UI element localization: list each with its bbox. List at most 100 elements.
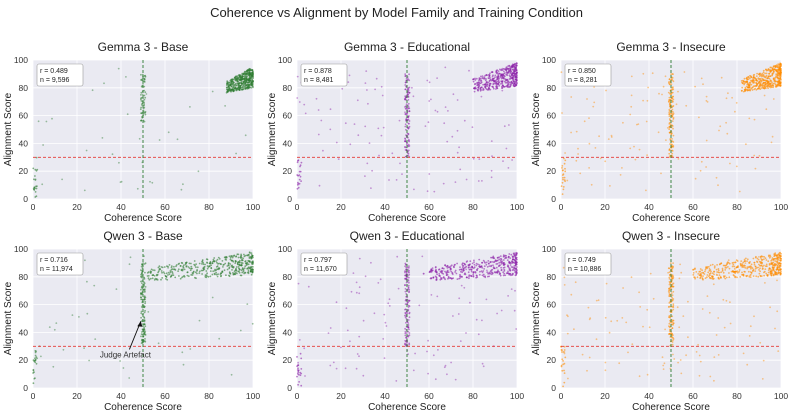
scatter-point bbox=[759, 270, 761, 273]
scatter-point bbox=[513, 65, 516, 68]
scatter-point bbox=[560, 185, 563, 188]
scatter-point bbox=[719, 125, 722, 128]
scatter-point bbox=[497, 269, 499, 272]
scatter-point bbox=[251, 271, 254, 274]
scatter-point bbox=[151, 277, 154, 280]
scatter-point bbox=[758, 272, 761, 275]
scatter-point bbox=[478, 273, 481, 276]
scatter-point bbox=[83, 347, 85, 349]
scatter-point bbox=[563, 284, 566, 286]
scatter-point bbox=[512, 80, 515, 83]
scatter-point bbox=[502, 259, 505, 261]
scatter-point bbox=[463, 273, 466, 276]
scatter-point bbox=[503, 266, 506, 269]
scatter-point bbox=[715, 176, 718, 179]
scatter-point bbox=[501, 67, 504, 70]
scatter-point bbox=[492, 79, 495, 82]
scatter-point bbox=[709, 264, 712, 267]
scatter-point bbox=[777, 268, 779, 271]
scatter-point bbox=[404, 95, 407, 98]
scatter-point bbox=[149, 277, 152, 280]
scatter-point bbox=[610, 136, 613, 138]
scatter-point bbox=[474, 271, 477, 274]
scatter-point bbox=[405, 336, 407, 339]
scatter-point bbox=[502, 160, 504, 163]
scatter-point bbox=[428, 271, 431, 274]
scatter-point bbox=[749, 273, 752, 276]
scatter-point bbox=[700, 160, 703, 163]
scatter-point bbox=[244, 70, 247, 73]
y-tick-label: 0 bbox=[551, 383, 556, 393]
scatter-point bbox=[332, 361, 335, 364]
x-tick-label: 60 bbox=[160, 202, 170, 212]
scatter-point bbox=[374, 88, 376, 91]
scatter-point bbox=[497, 74, 500, 77]
scatter-point bbox=[693, 268, 696, 271]
scatter-point bbox=[699, 277, 702, 280]
scatter-point bbox=[34, 168, 37, 171]
scatter-point bbox=[406, 93, 409, 96]
scatter-point bbox=[464, 266, 467, 269]
scatter-point bbox=[388, 298, 391, 301]
scatter-point bbox=[514, 85, 517, 87]
scatter-point bbox=[692, 272, 695, 274]
scatter-point bbox=[303, 347, 306, 350]
scatter-point bbox=[668, 283, 671, 286]
scatter-point bbox=[404, 113, 407, 116]
scatter-point bbox=[754, 265, 757, 268]
scatter-point bbox=[763, 94, 766, 97]
scatter-point bbox=[749, 77, 751, 80]
scatter-point bbox=[668, 115, 671, 117]
x-tick-label: 100 bbox=[246, 202, 260, 212]
scatter-point bbox=[749, 276, 752, 278]
scatter-point bbox=[741, 271, 743, 274]
scatter-point bbox=[231, 269, 233, 271]
scatter-point bbox=[404, 308, 407, 311]
scatter-point bbox=[671, 284, 673, 286]
scatter-point bbox=[432, 354, 435, 357]
scatter-point bbox=[758, 73, 761, 76]
scatter-point bbox=[774, 263, 777, 266]
scatter-point bbox=[493, 77, 495, 80]
scatter-point bbox=[698, 271, 701, 273]
x-tick-label: 80 bbox=[732, 391, 742, 401]
scatter-point bbox=[779, 84, 781, 86]
scatter-point bbox=[229, 256, 232, 259]
scatter-point bbox=[430, 269, 433, 271]
scatter-point bbox=[167, 274, 169, 276]
scatter-point bbox=[776, 71, 779, 73]
scatter-point bbox=[504, 254, 507, 257]
scatter-point bbox=[429, 277, 432, 280]
scatter-point bbox=[678, 326, 681, 329]
scatter-point bbox=[780, 78, 782, 81]
scatter-point bbox=[511, 64, 514, 67]
scatter-point bbox=[460, 268, 463, 271]
scatter-point bbox=[759, 79, 762, 81]
scatter-point bbox=[436, 110, 439, 113]
x-axis-label: Coherence Score bbox=[632, 213, 710, 224]
scatter-point bbox=[408, 139, 410, 141]
scatter-point bbox=[767, 269, 770, 271]
scatter-point bbox=[144, 309, 147, 312]
scatter-point bbox=[405, 342, 408, 344]
scatter-point bbox=[245, 79, 248, 82]
scatter-point bbox=[740, 80, 743, 82]
scatter-point bbox=[475, 276, 477, 279]
scatter-point bbox=[735, 165, 738, 168]
scatter-point bbox=[214, 269, 216, 272]
scatter-point bbox=[511, 273, 514, 275]
x-tick-label: 80 bbox=[468, 391, 478, 401]
scatter-point bbox=[762, 71, 765, 74]
scatter-point bbox=[439, 270, 442, 273]
scatter-point bbox=[738, 269, 741, 271]
scatter-point bbox=[770, 274, 773, 277]
scatter-point bbox=[143, 75, 146, 77]
scatter-point bbox=[381, 94, 384, 97]
scatter-point bbox=[476, 269, 478, 272]
scatter-point bbox=[562, 188, 565, 191]
scatter-point bbox=[247, 263, 250, 266]
scatter-point bbox=[118, 161, 120, 164]
scatter-point bbox=[481, 75, 484, 77]
scatter-point bbox=[706, 266, 709, 268]
